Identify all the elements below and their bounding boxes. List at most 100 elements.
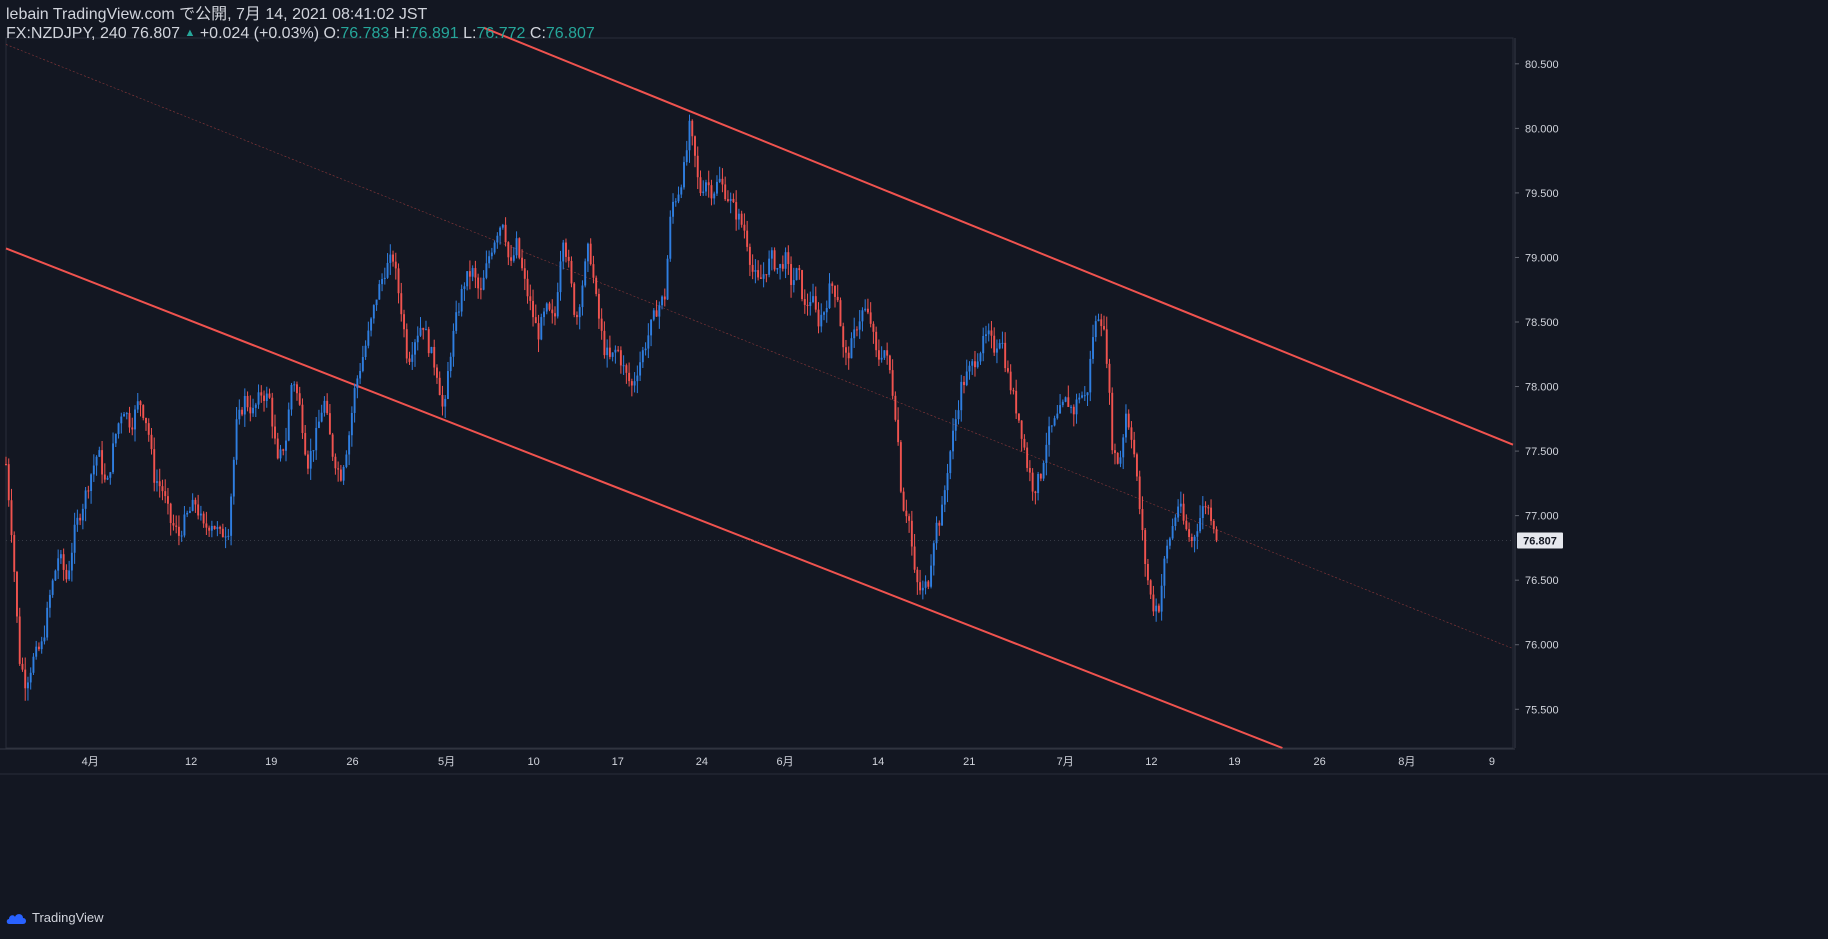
candle[interactable] [315,427,318,451]
candle[interactable] [183,514,186,536]
candle[interactable] [888,355,891,371]
candle[interactable] [1020,420,1023,439]
candle[interactable] [1185,520,1188,530]
candle[interactable] [883,350,886,358]
candle[interactable] [320,412,323,422]
candle[interactable] [1108,363,1111,393]
candle[interactable] [954,419,957,431]
candle[interactable] [853,329,856,339]
candle[interactable] [131,427,134,430]
candle[interactable] [949,451,952,474]
candle[interactable] [702,191,705,194]
candle[interactable] [1196,531,1199,537]
candle[interactable] [95,456,98,466]
candle[interactable] [210,525,213,531]
candle[interactable] [617,349,620,351]
candle[interactable] [770,250,773,259]
candle[interactable] [430,346,433,354]
candle[interactable] [334,456,337,469]
candle[interactable] [188,510,191,513]
candle[interactable] [600,318,603,331]
candle[interactable] [556,292,559,317]
candle[interactable] [790,264,793,285]
candle[interactable] [1199,518,1202,532]
candle[interactable] [559,261,562,293]
candle[interactable] [919,582,922,591]
candle[interactable] [1028,467,1031,473]
candle[interactable] [858,321,861,330]
candle[interactable] [386,262,389,278]
candle[interactable] [647,335,650,349]
candle[interactable] [1111,392,1114,451]
candle[interactable] [243,395,246,415]
candle[interactable] [1210,507,1213,521]
candle[interactable] [150,434,153,450]
candle[interactable] [998,343,1001,349]
candle[interactable] [875,331,878,351]
candle[interactable] [1045,444,1048,463]
candle[interactable] [76,517,79,525]
candle[interactable] [1174,517,1177,527]
candle[interactable] [523,268,526,279]
candle[interactable] [488,256,491,264]
candle[interactable] [81,508,84,521]
candle[interactable] [677,194,680,202]
candle[interactable] [274,426,276,439]
candle[interactable] [836,296,839,301]
candle[interactable] [276,438,279,459]
candle[interactable] [457,311,460,313]
candle[interactable] [416,335,419,343]
candle[interactable] [614,349,617,353]
candle[interactable] [924,581,927,588]
candle[interactable] [532,300,534,318]
candle[interactable] [537,323,540,340]
candle[interactable] [1094,321,1097,338]
candle[interactable] [367,330,370,346]
candle[interactable] [872,323,875,332]
candle[interactable] [674,201,677,203]
candle[interactable] [1133,439,1136,455]
candle[interactable] [680,187,683,195]
candle[interactable] [1182,503,1185,521]
candle[interactable] [40,641,43,650]
candle[interactable] [73,524,76,553]
candle[interactable] [792,280,795,285]
candle[interactable] [271,397,274,427]
candle[interactable] [21,663,24,670]
candle[interactable] [812,296,814,303]
candle[interactable] [1190,537,1193,542]
candle[interactable] [779,264,782,269]
candle[interactable] [743,224,746,231]
candle[interactable] [913,546,916,570]
candle[interactable] [757,270,760,278]
candle[interactable] [737,213,740,220]
candle[interactable] [1119,457,1122,464]
candle[interactable] [855,329,858,331]
candle[interactable] [713,193,716,199]
candle[interactable] [79,517,82,521]
candle[interactable] [658,305,661,317]
candle[interactable] [570,260,573,284]
candle[interactable] [427,329,430,354]
candle[interactable] [979,353,982,362]
candle[interactable] [968,365,971,372]
candle[interactable] [834,285,836,297]
candle[interactable] [1042,462,1045,479]
candle[interactable] [26,682,29,689]
candle[interactable] [694,136,696,156]
candle[interactable] [298,393,301,405]
candle[interactable] [1168,538,1171,546]
candle[interactable] [383,277,386,280]
candle[interactable] [1201,506,1204,519]
candle[interactable] [688,120,691,151]
candle[interactable] [1023,438,1026,448]
candle[interactable] [419,327,422,336]
candle[interactable] [180,535,183,537]
candle[interactable] [801,270,804,300]
candle[interactable] [177,526,180,536]
candle[interactable] [145,417,147,424]
candle[interactable] [740,213,743,225]
candle[interactable] [59,554,62,559]
candle[interactable] [1001,342,1004,344]
